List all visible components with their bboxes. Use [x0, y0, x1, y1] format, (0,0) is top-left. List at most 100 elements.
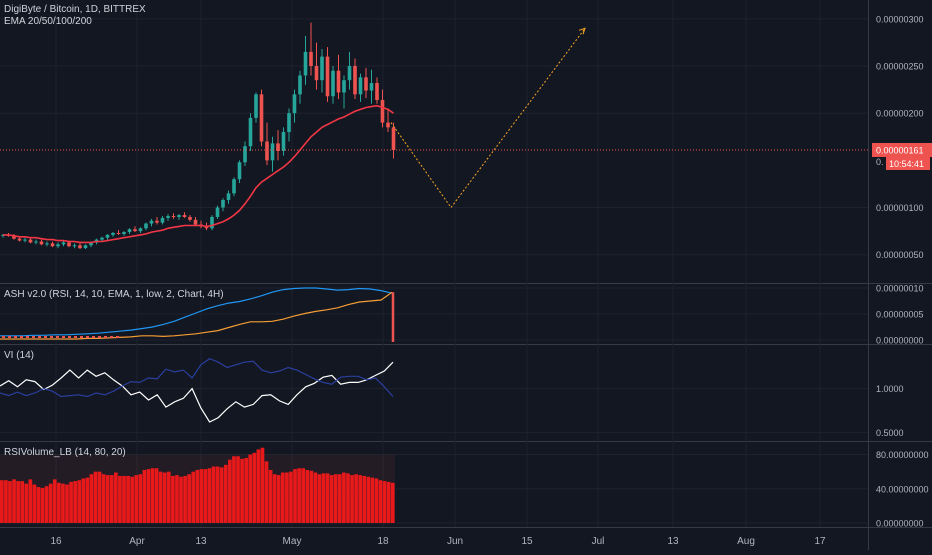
rsivolume-bar — [276, 475, 281, 523]
candle-body — [39, 241, 44, 245]
series-line — [0, 291, 393, 340]
rsivolume-bar — [390, 482, 395, 523]
x-tick-label: 13 — [195, 536, 207, 547]
axes: 16 Apr 13 May 18 Jun 15 Jul 13 Aug 170.000003000.0… — [50, 14, 932, 547]
pane-tick-label: 80.00000000 — [876, 450, 929, 460]
ash-baseline-mark — [56, 336, 59, 338]
rsivolume-bar — [264, 461, 269, 523]
ema-legend: EMA 20/50/100/200 — [4, 16, 92, 27]
price-tick-label: 0.00000050 — [876, 250, 924, 260]
rsivolume-bar — [20, 481, 25, 523]
candle-body — [155, 220, 159, 223]
rsivolume-bar — [285, 472, 289, 523]
ash-baseline-mark — [26, 336, 29, 338]
rsivolume-bar — [358, 475, 363, 523]
rsivolume-bar — [24, 483, 29, 523]
rsivolume-bar — [183, 475, 187, 523]
candle-body — [325, 56, 330, 97]
rsivolume-bar — [44, 486, 49, 523]
rsivolume-bar — [130, 476, 134, 523]
last-price-label: 0.00000161 — [876, 145, 924, 155]
rsivolume-bar — [240, 458, 244, 523]
candle-body — [182, 215, 187, 217]
rsivolume-bar — [211, 466, 216, 523]
rsivolume-bar — [321, 473, 326, 523]
rsivolume-bar — [252, 452, 257, 523]
candle-body — [270, 143, 275, 161]
ash-baseline-mark — [62, 336, 65, 338]
candle-body — [45, 243, 49, 245]
candle-body — [89, 242, 93, 246]
candle-body — [50, 243, 55, 247]
candle-body — [144, 223, 148, 229]
candle-body — [17, 238, 22, 241]
ash-legend: ASH v2.0 (RSI, 14, 10, EMA, 1, low, 2, C… — [4, 289, 224, 300]
symbol-title: DigiByte / Bitcoin, 1D, BITTREX — [4, 4, 146, 15]
rsivolume-bar — [142, 469, 147, 523]
rsivolume-bar — [382, 481, 387, 523]
x-tick-label: 18 — [377, 536, 389, 547]
x-tick-label: Aug — [737, 536, 755, 547]
candle-body — [188, 216, 192, 220]
rsivolume-bar — [69, 481, 73, 523]
rsivolume-bar — [272, 474, 277, 523]
candle-body — [281, 132, 286, 151]
rsivolume-bar — [97, 471, 102, 523]
ash-baseline-mark — [110, 336, 113, 338]
rsivolume-bar — [342, 472, 346, 523]
rsivolume-bar — [268, 469, 273, 523]
rsivolume-bar — [207, 468, 212, 523]
x-tick-label: Apr — [129, 536, 145, 547]
rsivolume-bar — [52, 479, 57, 523]
countdown-label: 10:54:41 — [889, 159, 924, 169]
countdown-badge — [886, 156, 930, 170]
rsivolume-bar — [126, 475, 130, 523]
price-tick-label: 0.00000100 — [876, 203, 924, 213]
ash-baseline-mark — [20, 336, 23, 338]
candle-body — [386, 122, 390, 128]
ash-baseline-mark — [80, 336, 83, 338]
candle-body — [259, 94, 264, 142]
x-tick-label: Jun — [447, 536, 463, 547]
rsivolume-bar — [122, 475, 126, 523]
x-tick-label: 16 — [50, 536, 62, 547]
pane-tick-label: 1.0000 — [876, 384, 904, 394]
candle-body — [166, 216, 170, 218]
candle-body — [72, 245, 77, 247]
rsivolume-bar — [374, 478, 379, 523]
projection-arrowhead — [578, 27, 586, 35]
rsivolume-bar — [57, 482, 61, 523]
rsivolume-bar — [313, 472, 318, 523]
candle-body — [67, 242, 71, 247]
candle-body — [221, 199, 225, 208]
rsivolume-bar — [158, 471, 163, 523]
rsivolume-bar — [28, 479, 33, 523]
projection-path — [390, 28, 586, 209]
candle-body — [391, 127, 396, 150]
candle-body — [254, 94, 258, 118]
candle-body — [210, 216, 214, 229]
rsivolume-bar — [77, 480, 82, 523]
rsivolume-bar — [248, 454, 253, 523]
pane-tick-label: 0.00000000 — [876, 336, 924, 346]
candle-body — [111, 233, 115, 235]
rsivolume-bar — [171, 475, 175, 523]
ash-baseline-mark — [8, 336, 11, 338]
ash-baseline-mark — [38, 336, 41, 338]
rsivolume-bar — [333, 474, 338, 523]
last-price-badge — [872, 142, 932, 157]
candle-body — [336, 70, 341, 93]
candle-body — [248, 117, 253, 147]
pane-tick-label: 0.00000005 — [876, 310, 924, 320]
rsivolume-bar — [175, 475, 179, 523]
ash-baseline-mark — [32, 336, 35, 338]
rsivolume-bar — [150, 468, 155, 523]
vi-legend: VI (14) — [4, 350, 35, 361]
rsivolume-bar — [0, 480, 4, 523]
candle-body — [347, 66, 352, 81]
ash-baseline-mark — [104, 336, 107, 338]
chart-marks — [0, 22, 868, 523]
candle-body — [34, 241, 38, 243]
ash-baseline-mark — [2, 336, 5, 338]
